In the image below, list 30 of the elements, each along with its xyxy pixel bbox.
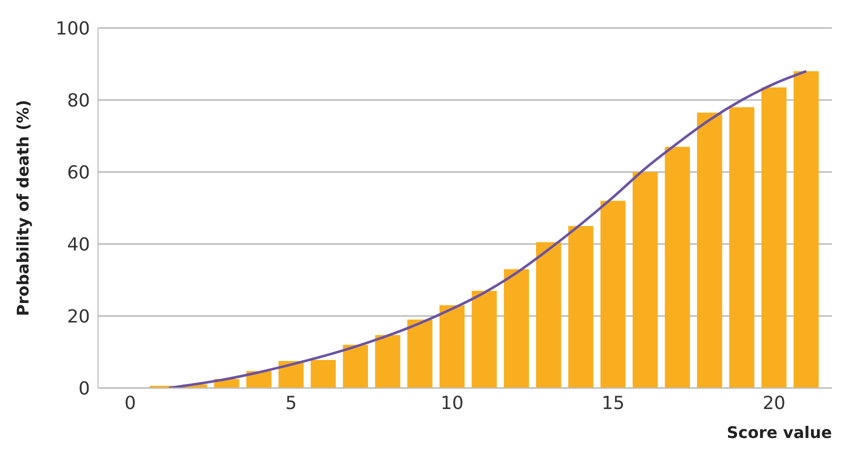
- bar: [310, 360, 336, 388]
- bar: [729, 107, 754, 388]
- y-tick-label: 100: [56, 18, 90, 40]
- bar: [761, 87, 787, 388]
- x-tick-label: 10: [440, 392, 464, 414]
- y-axis-title: Probability of death (%): [14, 100, 33, 316]
- bar: [342, 344, 368, 388]
- bar: [375, 335, 400, 388]
- bar: [407, 320, 432, 388]
- bar: [568, 226, 594, 388]
- x-axis-title: Score value: [726, 423, 832, 442]
- bar: [536, 242, 562, 388]
- x-tick-label: 20: [762, 392, 786, 414]
- y-tick-label: 80: [67, 90, 90, 112]
- y-tick-label: 60: [67, 162, 90, 184]
- bar: [600, 200, 626, 388]
- bar: [439, 305, 465, 388]
- bar: [472, 290, 497, 388]
- y-tick-label: 0: [78, 378, 90, 400]
- bar: [794, 71, 819, 388]
- bar: [664, 146, 690, 388]
- line-series: [168, 70, 808, 388]
- x-tick-label: 0: [124, 392, 136, 414]
- y-tick-label: 20: [67, 306, 90, 328]
- bar: [504, 269, 529, 388]
- x-tick-label: 15: [602, 392, 625, 414]
- y-tick-label: 40: [67, 234, 90, 256]
- bar: [697, 112, 722, 388]
- bar: [632, 172, 658, 388]
- x-tick-label: 5: [285, 392, 297, 414]
